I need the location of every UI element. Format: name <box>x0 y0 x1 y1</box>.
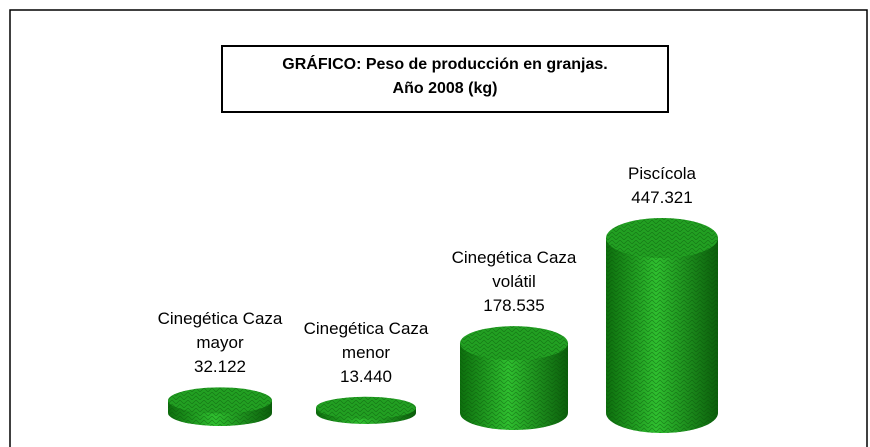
cylinder-texture <box>606 238 718 433</box>
data-label: Piscícola 447.321 <box>587 162 737 210</box>
value-label: 32.122 <box>194 357 246 377</box>
cylinder <box>168 387 272 426</box>
data-label: Cinegética Caza menor 13.440 <box>291 317 441 389</box>
cylinder-texture <box>460 343 568 430</box>
cylinder-top-texture <box>460 326 568 361</box>
data-label: Cinegética Caza mayor 32.122 <box>145 307 295 379</box>
chart-title: GRÁFICO: Peso de producción en granjas. <box>282 54 607 73</box>
value-label: 178.535 <box>483 296 545 316</box>
category-label: Cinegética Caza mayor <box>157 309 283 353</box>
value-label: 447.321 <box>631 188 693 207</box>
category-label: Cinegética Caza menor <box>303 318 429 362</box>
cylinder <box>316 396 416 424</box>
cylinder-top-texture <box>316 396 416 419</box>
title-box <box>221 45 669 113</box>
cylinder-top-texture <box>606 218 718 258</box>
cylinder <box>606 218 718 433</box>
chart-title: Año 2008 (kg) <box>393 80 498 97</box>
data-label: Cinegética Caza volátil 178.535 <box>439 246 589 318</box>
cylinder-top-texture <box>168 387 272 414</box>
category-label: Cinegética Caza volátil <box>451 248 577 292</box>
category-label: Piscícola <box>627 164 697 183</box>
value-label: 13.440 <box>340 366 392 386</box>
cylinder <box>460 326 568 430</box>
